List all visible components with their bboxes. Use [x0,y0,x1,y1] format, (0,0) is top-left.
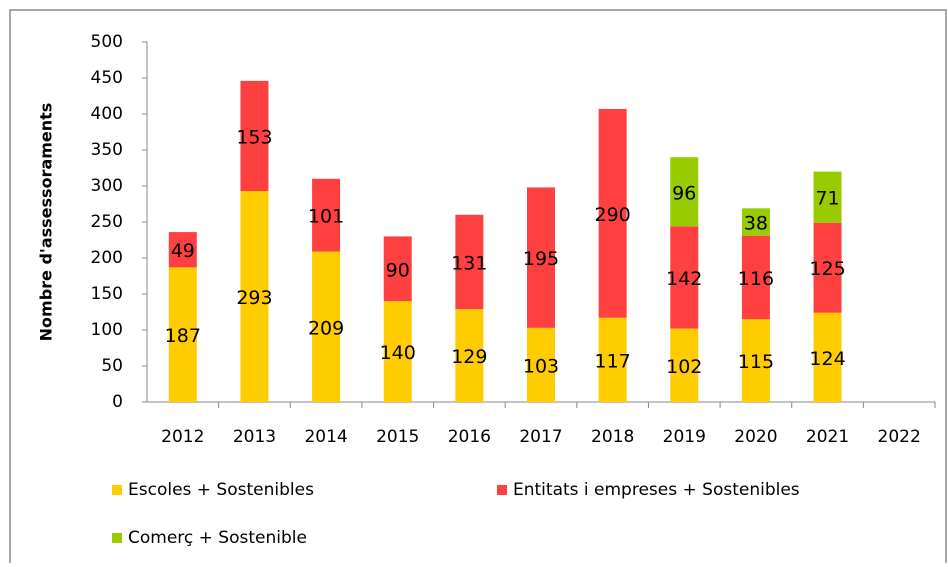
bar-value-label: 103 [523,355,559,377]
bar-value-label: 129 [451,346,487,368]
x-tick-label: 2018 [591,427,634,447]
legend-label: Comerç + Sostenible [128,528,307,548]
bar-value-label: 293 [236,287,272,309]
bar-segment [527,327,555,402]
legend-swatch [497,485,507,495]
bar-value-label: 90 [386,259,410,281]
bar-value-label: 96 [672,182,696,204]
bar-segment [455,309,484,402]
bar-value-label: 153 [236,126,272,148]
y-tick-label: 100 [91,320,123,340]
y-tick-label: 300 [91,176,123,196]
y-axis-label: Nombre d'assessoraments [37,103,56,342]
bar-segment [741,235,770,320]
bar-segment [312,178,341,252]
bar-value-label: 71 [815,188,839,210]
bar-value-label: 116 [738,268,774,290]
bar-value-label: 142 [666,268,702,290]
bar-segment [383,301,412,402]
bar-value-label: 125 [809,258,845,280]
x-tick-label: 2017 [519,427,562,447]
bar-value-label: 49 [171,240,195,262]
x-tick-label: 2020 [734,427,777,447]
y-tick-label: 0 [112,392,123,412]
bar-segment [312,251,341,402]
bar-value-label: 38 [744,213,768,235]
bar-segment [670,226,699,329]
bar-value-label: 195 [523,248,559,270]
bar-value-label: 117 [595,350,631,372]
bar-segment [741,208,770,236]
x-tick-label: 2015 [376,427,419,447]
y-tick-label: 350 [91,140,123,160]
bar-value-label: 187 [165,325,201,347]
bar-segment [240,191,269,402]
x-tick-label: 2013 [233,427,276,447]
bar-segment [670,157,699,227]
x-tick-label: 2016 [448,427,491,447]
y-tick-label: 150 [91,284,123,304]
bar-segment [455,214,484,310]
legend-label: Escoles + Sostenibles [128,480,314,500]
bar-value-label: 115 [738,351,774,373]
bar-value-label: 102 [666,356,702,378]
y-tick-label: 450 [91,68,123,88]
x-tick-label: 2022 [878,427,921,447]
bar-value-label: 209 [308,317,344,339]
legend-label: Entitats i empreses + Sostenibles [513,480,800,500]
x-tick-label: 2012 [161,427,204,447]
bar-value-label: 290 [595,204,631,226]
x-tick-label: 2014 [304,427,347,447]
bar-segment [527,187,555,328]
bar-value-label: 101 [308,206,344,228]
x-tick-label: 2021 [806,427,849,447]
bar-segment [383,236,412,302]
bar-segment [168,232,197,268]
bar-segment [741,319,770,402]
bar-segment [598,317,627,402]
legend-swatch [112,485,122,495]
bar-value-label: 124 [809,348,845,370]
x-tick-label: 2019 [663,427,706,447]
bar-segment [598,108,627,318]
legend-swatch [112,533,122,543]
bar-value-label: 131 [451,252,487,274]
bar-segment [168,267,197,402]
bar-value-label: 140 [380,342,416,364]
bar-segment [813,312,842,402]
bar-segment [240,80,269,192]
y-tick-label: 500 [91,32,123,52]
y-tick-label: 250 [91,212,123,232]
bar-segment [670,328,699,402]
bar-segment [813,171,842,223]
y-tick-label: 400 [91,104,123,124]
bar-segment [813,222,842,313]
y-tick-label: 50 [101,356,123,376]
y-tick-label: 200 [91,248,123,268]
